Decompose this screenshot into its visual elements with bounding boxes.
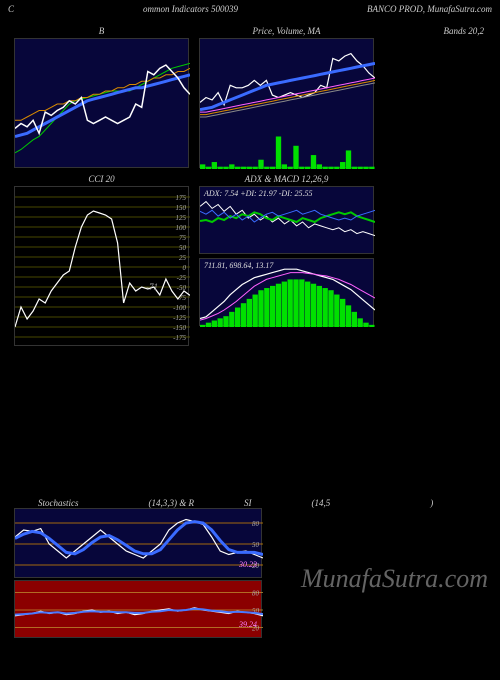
bbands-panel: B <box>14 24 189 168</box>
svg-text:-50: -50 <box>177 284 187 292</box>
svg-text:20: 20 <box>252 562 260 570</box>
svg-text:50: 50 <box>252 541 260 549</box>
svg-text:50: 50 <box>179 244 187 252</box>
svg-text:150: 150 <box>176 204 187 212</box>
svg-text:175: 175 <box>176 194 187 202</box>
stoch-title-r3: ) <box>430 498 433 508</box>
stoch-chart: 80502030.23 <box>14 508 262 578</box>
adx-chart: ADX: 7.54 +DI: 21.97 -DI: 25.55 <box>199 186 374 254</box>
header-center: ommon Indicators 500039 <box>143 4 238 14</box>
svg-text:125: 125 <box>176 214 187 222</box>
cci-title: CCI 20 <box>14 172 189 186</box>
svg-text:-125: -125 <box>173 314 186 322</box>
svg-text:20: 20 <box>252 624 260 632</box>
cci-panel: CCI 20 1751501251007550250-25-50-75-100-… <box>14 172 189 346</box>
cci-chart: 1751501251007550250-25-50-75-100-125-150… <box>14 186 189 346</box>
svg-text:-25: -25 <box>177 274 187 282</box>
header-right: BANCO PROD, MunafaSutra.com <box>367 4 492 14</box>
svg-text:-150: -150 <box>173 324 186 332</box>
macd-chart: 711.81, 698.64, 13.17 <box>199 258 374 326</box>
stoch-title-r2: (14,5 <box>312 498 331 508</box>
svg-text:0: 0 <box>183 264 187 272</box>
stoch-title-r1: SI <box>244 498 252 508</box>
svg-text:25: 25 <box>179 254 187 262</box>
svg-text:75: 75 <box>179 234 187 242</box>
stoch-title: Stochastics <box>38 498 79 508</box>
bbands-title-right: Bands 20,2 <box>374 24 500 38</box>
stoch-title-mid: (14,3,3) & R <box>149 498 195 508</box>
adx-title: ADX & MACD 12,26,9 <box>199 172 374 186</box>
bbands-title: B <box>14 24 189 38</box>
page-header: C ommon Indicators 500039 BANCO PROD, Mu… <box>0 0 500 18</box>
svg-text:-100: -100 <box>173 304 186 312</box>
svg-text:-175: -175 <box>173 334 186 342</box>
svg-text:80: 80 <box>252 590 260 598</box>
adx-macd-panel: ADX & MACD 12,26,9 ADX: 7.54 +DI: 21.97 … <box>199 172 374 346</box>
svg-text:80: 80 <box>252 520 260 528</box>
rsi-chart: 80502039.24 <box>14 580 262 638</box>
price-ma-title: Price, Volume, MA <box>199 24 374 38</box>
svg-text:100: 100 <box>176 224 187 232</box>
bbands-chart <box>14 38 189 168</box>
header-left: C <box>8 4 14 14</box>
price-ma-panel: Price, Volume, MA <box>199 24 374 168</box>
price-ma-chart <box>199 38 374 168</box>
